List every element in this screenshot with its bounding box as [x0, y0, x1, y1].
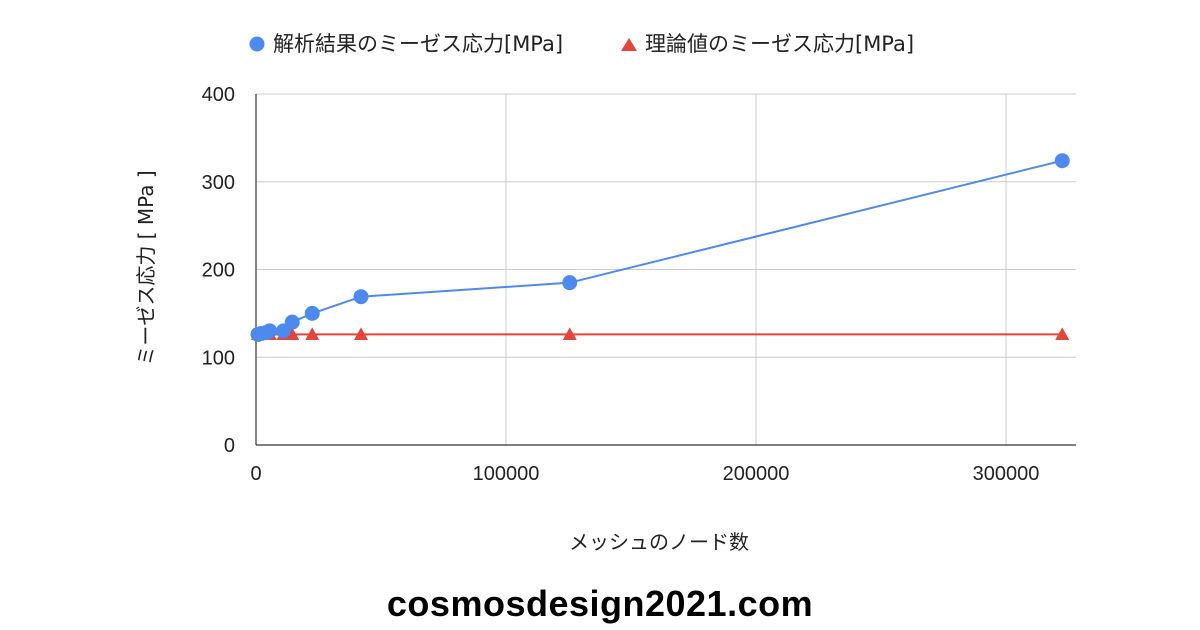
x-tick-label: 300000 [973, 463, 1040, 485]
legend-marker-analysis [249, 36, 265, 52]
y-tick-label: 100 [202, 347, 235, 369]
y-axis-label: ミーゼス応力 [ MPa ] [134, 170, 158, 365]
legend-marker-theory [621, 38, 637, 51]
x-tick-label: 100000 [473, 463, 540, 485]
x-tick-label: 0 [250, 463, 261, 485]
axes [255, 94, 1076, 446]
data-point-theory [305, 327, 320, 341]
legend-label-theory: 理論値のミーゼス応力[MPa] [645, 32, 914, 56]
series-line-analysis [257, 159, 1063, 336]
y-tick-label: 0 [224, 435, 235, 457]
tick-labels: 0 100 200 300 400 0 100000 200000 300000 [202, 84, 1040, 485]
footer-site-url: cosmosdesign2021.com [386, 583, 814, 624]
legend: 解析結果のミーゼス応力[MPa] 理論値のミーゼス応力[MPa] [249, 32, 914, 56]
data-point-theory [562, 327, 577, 341]
y-tick-label: 400 [202, 84, 235, 106]
data-point-analysis [284, 314, 300, 330]
grid [256, 93, 1076, 445]
data-point-theory [285, 327, 300, 341]
series [250, 153, 1070, 342]
legend-label-analysis: 解析結果のミーゼス応力[MPa] [273, 32, 563, 56]
y-tick-label: 200 [202, 260, 235, 282]
y-tick-label: 300 [202, 172, 235, 194]
data-point-theory [1055, 327, 1070, 341]
data-point-analysis [562, 275, 578, 291]
data-point-analysis [304, 305, 320, 321]
data-point-analysis [262, 323, 278, 339]
data-point-theory [354, 327, 368, 341]
data-point-analysis [353, 289, 369, 305]
x-tick-label: 200000 [723, 463, 790, 485]
data-point-analysis [1054, 153, 1070, 169]
x-axis-label: メッシュのノード数 [569, 530, 749, 554]
